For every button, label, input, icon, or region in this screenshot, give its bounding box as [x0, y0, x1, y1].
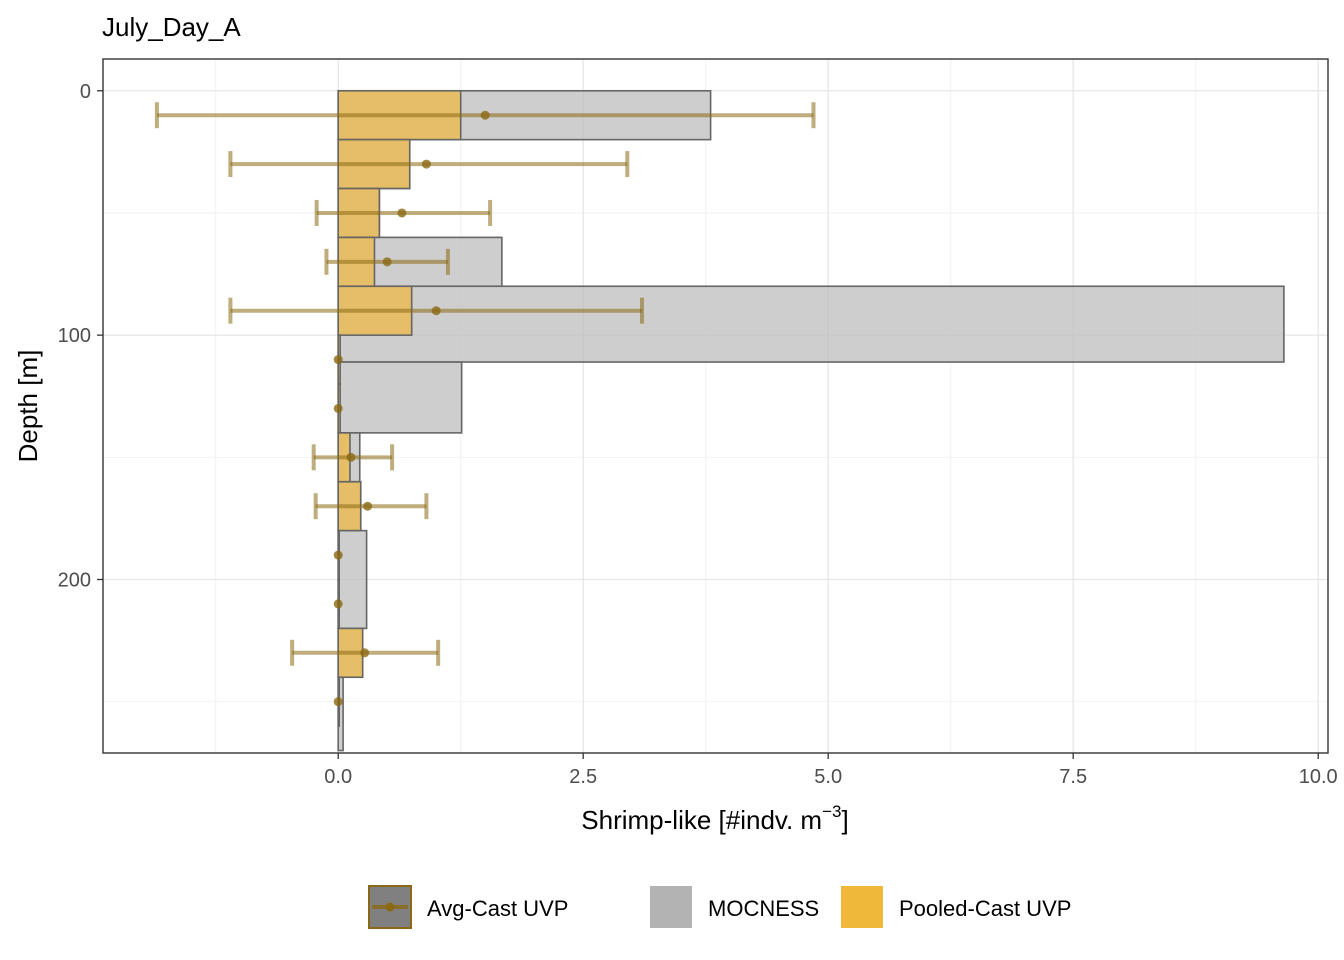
- avg-point: [480, 110, 490, 120]
- y-tick-label: 100: [58, 325, 91, 347]
- x-axis-title: Shrimp-like [#indv. m−3]: [581, 802, 848, 835]
- avg-point: [360, 648, 370, 658]
- plot-border: [102, 58, 1329, 754]
- mocness-bar: [337, 361, 463, 434]
- avg-point: [333, 697, 343, 707]
- avg-point: [333, 355, 343, 365]
- plot-panel: [103, 59, 1328, 753]
- x-tick-label: 2.5: [569, 766, 597, 788]
- avg-point: [333, 403, 343, 413]
- legend-label-avg: Avg-Cast UVP: [427, 896, 568, 921]
- x-axis-title-suffix: ]: [841, 805, 848, 835]
- x-tick-label: 5.0: [814, 766, 842, 788]
- x-axis-ticks: 0.0 2.5 5.0 7.5 10.0: [324, 753, 1338, 788]
- avg-point: [397, 208, 407, 218]
- legend-key-avg-point: [385, 902, 395, 912]
- x-axis-title-main: Shrimp-like [#indv. m: [581, 805, 822, 835]
- y-axis-ticks: 0 100 200: [58, 81, 103, 592]
- avg-point: [421, 159, 431, 169]
- y-tick-label: 0: [80, 81, 91, 103]
- x-tick-label: 7.5: [1059, 766, 1087, 788]
- avg-point: [333, 599, 343, 609]
- legend-key-mocness: [650, 886, 692, 928]
- x-tick-label: 10.0: [1299, 766, 1338, 788]
- mocness-bar: [337, 285, 1285, 363]
- chart-title: July_Day_A: [102, 12, 241, 42]
- avg-points: [154, 102, 816, 707]
- legend-key-pooled: [841, 886, 883, 928]
- avg-point: [363, 501, 373, 511]
- legend-label-mocness: MOCNESS: [708, 896, 819, 921]
- legend: Avg-Cast UVP MOCNESS Pooled-Cast UVP: [368, 885, 1071, 929]
- avg-point: [333, 550, 343, 560]
- y-axis-title: Depth [m]: [13, 350, 43, 463]
- y-tick-label: 200: [58, 570, 91, 592]
- legend-label-pooled: Pooled-Cast UVP: [899, 896, 1071, 921]
- x-tick-label: 0.0: [324, 766, 352, 788]
- avg-point: [382, 257, 392, 267]
- avg-point: [346, 452, 356, 462]
- mocness-bars: [337, 89, 1285, 752]
- x-axis-title-superscript: −3: [822, 802, 841, 821]
- avg-point: [431, 306, 441, 316]
- mocness-bar: [337, 529, 368, 630]
